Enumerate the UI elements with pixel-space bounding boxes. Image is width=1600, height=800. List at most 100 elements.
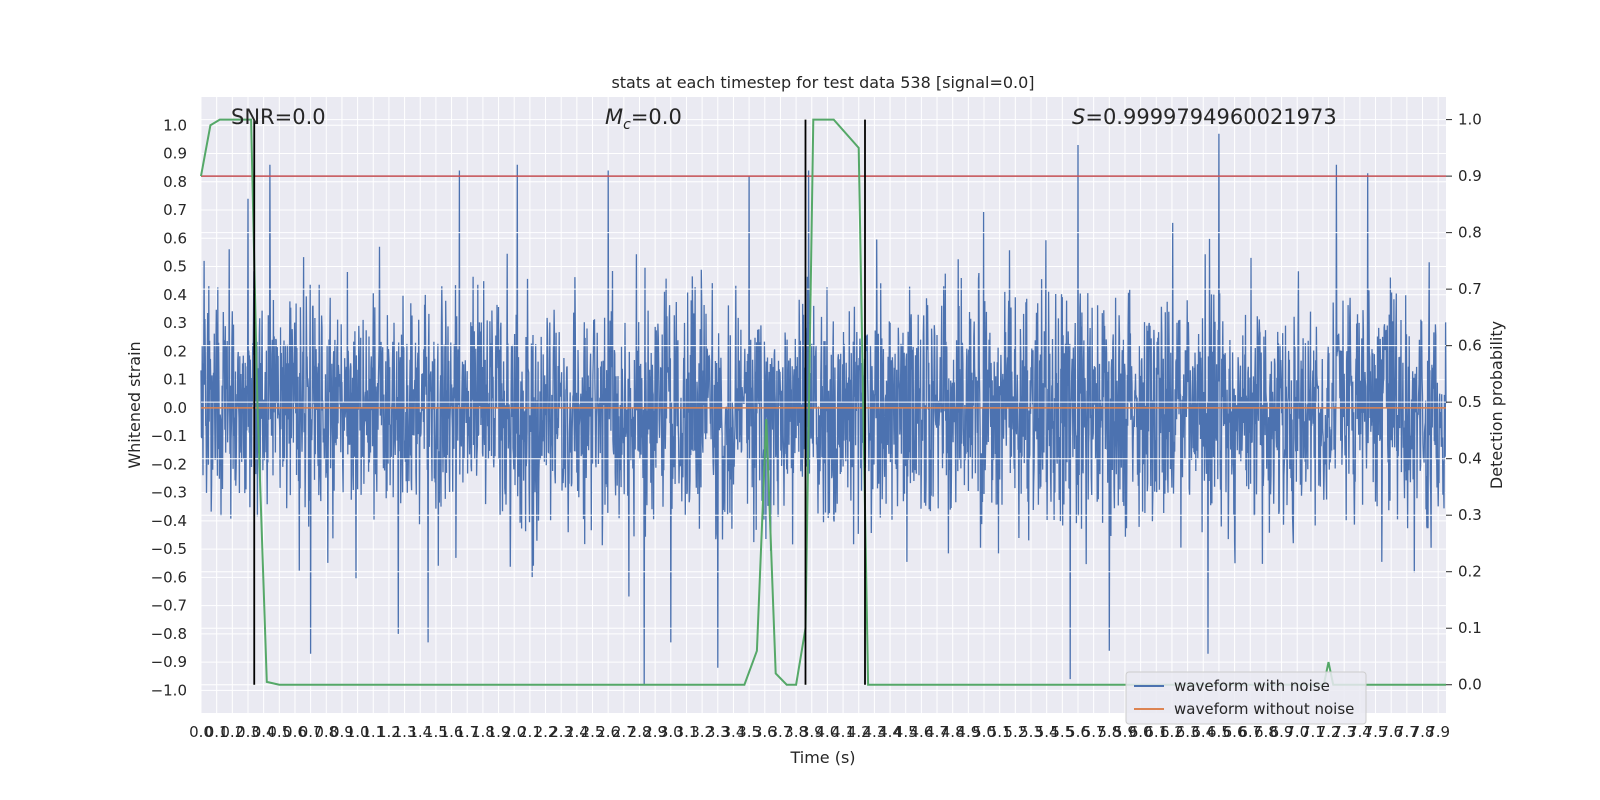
x-tick-label: 6.0 [1129, 723, 1153, 741]
x-tick-label: 5.5 [1050, 723, 1074, 741]
y-tick-label: 1.0 [163, 116, 187, 134]
legend: waveform with noise waveform without noi… [1125, 671, 1367, 725]
x-tick-label: 5.3 [1019, 723, 1043, 741]
x-tick-label: 5.8 [1097, 723, 1121, 741]
x-tick-label: 7.1 [1301, 723, 1325, 741]
x-tick-label: 6.5 [1207, 723, 1231, 741]
y2-tick-label: 0.3 [1458, 506, 1482, 524]
x-tick-label: 3.1 [675, 723, 699, 741]
tick-labels: 0.00.10.20.30.40.50.60.70.80.91.01.11.21… [151, 111, 1482, 741]
x-tick-label: 1.3 [393, 723, 417, 741]
x-tick-label: 2.5 [581, 723, 605, 741]
x-tick-label: 3.6 [753, 723, 777, 741]
y-tick-label: −0.8 [151, 625, 187, 643]
x-tick-label: 1.7 [455, 723, 479, 741]
y2-tick-label: 0.2 [1458, 563, 1482, 581]
x-tick-label: 4.5 [894, 723, 918, 741]
x-tick-label: 6.1 [1144, 723, 1168, 741]
y2-tick-label: 0.4 [1458, 450, 1482, 468]
x-tick-label: 1.1 [361, 723, 385, 741]
x-tick-label: 1.0 [346, 723, 370, 741]
x-tick-label: 2.9 [643, 723, 667, 741]
y-tick-label: −0.9 [151, 653, 187, 671]
snr-annotation: SNR=0.0 [231, 105, 326, 129]
x-tick-label: 4.0 [815, 723, 839, 741]
x-tick-label: 5.6 [1066, 723, 1090, 741]
x-tick-label: 0.2 [220, 723, 244, 741]
x-tick-label: 6.3 [1176, 723, 1200, 741]
x-tick-label: 2.6 [596, 723, 620, 741]
x-tick-label: 2.0 [502, 723, 526, 741]
x-tick-label: 0.1 [205, 723, 229, 741]
x-tick-label: 7.2 [1317, 723, 1341, 741]
y2-tick-label: 0.0 [1458, 676, 1482, 694]
y-tick-label: −0.4 [151, 512, 187, 530]
mc-symbol: M [605, 105, 623, 129]
x-tick-label: 5.1 [988, 723, 1012, 741]
y2-tick-label: 0.5 [1458, 393, 1482, 411]
y2-tick-label: 1.0 [1458, 111, 1482, 129]
y-tick-label: 0.0 [163, 399, 187, 417]
x-tick-label: 6.2 [1160, 723, 1184, 741]
chart-title: stats at each timestep for test data 538… [611, 73, 1034, 92]
x-tick-label: 1.5 [424, 723, 448, 741]
y2-tick-label: 0.1 [1458, 619, 1482, 637]
x-tick-label: 0.9 [330, 723, 354, 741]
x-tick-label: 1.9 [487, 723, 511, 741]
x-tick-label: 3.8 [784, 723, 808, 741]
y-tick-label: −0.1 [151, 427, 187, 445]
x-tick-label: 7.8 [1411, 723, 1435, 741]
x-tick-label: 0.0 [189, 723, 213, 741]
x-tick-label: 1.4 [408, 723, 432, 741]
x-tick-label: 4.8 [941, 723, 965, 741]
x-tick-label: 4.3 [862, 723, 886, 741]
x-tick-label: 2.8 [628, 723, 652, 741]
legend-label-clean: waveform without noise [1174, 700, 1354, 718]
x-tick-label: 3.3 [706, 723, 730, 741]
x-tick-label: 5.9 [1113, 723, 1137, 741]
x-tick-label: 0.6 [283, 723, 307, 741]
x-tick-label: 0.3 [236, 723, 260, 741]
x-tick-label: 4.2 [847, 723, 871, 741]
x-tick-label: 4.9 [956, 723, 980, 741]
x-tick-label: 2.7 [612, 723, 636, 741]
x-tick-label: 3.0 [659, 723, 683, 741]
x-tick-label: 1.6 [440, 723, 464, 741]
mc-annotation: Mc=0.0 [605, 105, 682, 133]
y2-tick-label: 0.7 [1458, 280, 1482, 298]
y-tick-label: −0.7 [151, 597, 187, 615]
x-tick-label: 2.1 [518, 723, 542, 741]
mc-subscript: c [623, 117, 631, 133]
y-tick-label: 0.6 [163, 229, 187, 247]
x-tick-label: 5.0 [972, 723, 996, 741]
s-annotation: S=0.9999794960021973 [1072, 105, 1337, 129]
x-tick-label: 7.5 [1364, 723, 1388, 741]
y-tick-label: −0.3 [151, 484, 187, 502]
y-tick-label: 0.4 [163, 286, 187, 304]
x-tick-label: 5.2 [1003, 723, 1027, 741]
legend-box [1125, 671, 1367, 725]
y2-tick-label: 0.8 [1458, 224, 1482, 242]
x-tick-label: 1.2 [377, 723, 401, 741]
x-tick-label: 3.5 [737, 723, 761, 741]
y-tick-label: −1.0 [151, 681, 187, 699]
x-tick-label: 7.3 [1332, 723, 1356, 741]
x-tick-label: 1.8 [471, 723, 495, 741]
y2-axis-label: Detection probability [1487, 321, 1506, 489]
x-tick-label: 4.4 [878, 723, 902, 741]
series-waveform-with-noise [200, 133, 1447, 685]
x-tick-label: 6.9 [1270, 723, 1294, 741]
y-tick-label: 0.9 [163, 145, 187, 163]
x-tick-label: 4.1 [831, 723, 855, 741]
y2-tick-label: 0.6 [1458, 337, 1482, 355]
y-tick-label: 0.8 [163, 173, 187, 191]
x-tick-label: 5.7 [1082, 723, 1106, 741]
x-tick-label: 0.7 [299, 723, 323, 741]
x-tick-label: 6.7 [1238, 723, 1262, 741]
y-tick-label: −0.2 [151, 455, 187, 473]
x-tick-label: 3.9 [800, 723, 824, 741]
x-tick-label: 7.0 [1285, 723, 1309, 741]
x-tick-label: 7.6 [1379, 723, 1403, 741]
x-tick-label: 7.9 [1426, 723, 1450, 741]
